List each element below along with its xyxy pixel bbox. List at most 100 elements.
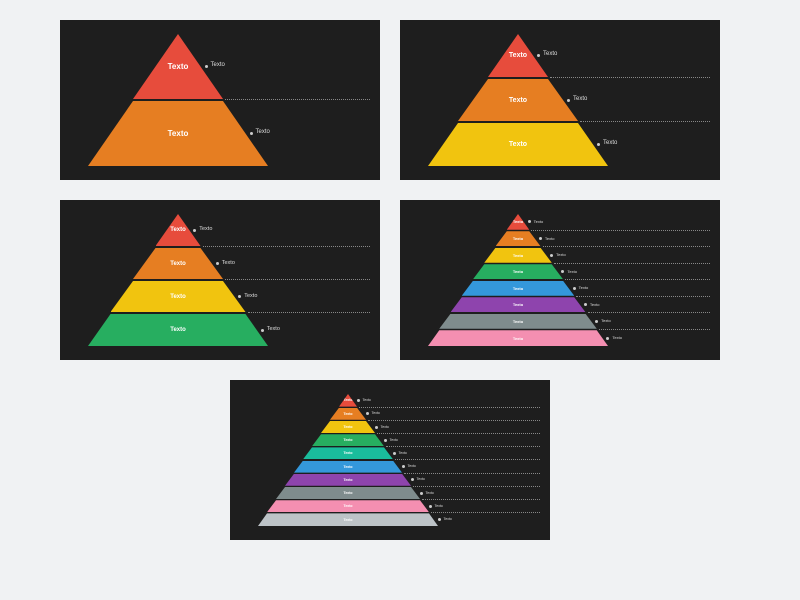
layer-inner-label: Texto [343,412,352,416]
pyramid-layer: Texto [439,314,597,329]
pyramid-layer: Texto [312,434,384,446]
label-leader-line [359,407,540,408]
label-leader-line [248,312,371,313]
layer-inner-label: Texto [513,253,523,258]
pyramid-layer: Texto [133,248,223,279]
label-bullet [384,439,387,442]
layer-inner-label: Texto [513,219,523,224]
label-bullet [205,65,208,68]
label-bullet [595,320,598,323]
layer-inner-label: Texto [343,465,352,469]
pyramid-layer: Texto [507,214,530,230]
layer-inner-label: Texto [343,491,352,495]
label-leader-line [377,433,540,434]
pyramid-layer: Texto [473,264,563,279]
label-leader-line [565,279,710,280]
pyramid-layer: Texto [267,500,429,512]
layer-side-label: Texto [435,504,443,508]
pyramid-layer: Texto [294,461,402,473]
layer-side-label: Texto [556,252,566,257]
layer-side-label: Texto [543,51,557,57]
layer-inner-label: Texto [509,141,527,148]
label-leader-line [550,77,710,78]
layer-inner-label: Texto [343,504,352,508]
label-leader-line [413,486,540,487]
pyramid-layer: Texto [339,394,357,407]
layer-side-label: Texto [399,451,407,455]
layer-side-label: Texto [426,491,434,495]
pyramid-layer: Texto [88,314,268,346]
label-bullet [438,518,441,521]
layer-inner-label: Texto [343,518,352,522]
label-bullet [429,505,432,508]
layer-side-label: Texto [199,226,212,232]
label-leader-line [588,312,711,313]
pyramid-layer: Texto [321,421,375,433]
label-bullet [375,426,378,429]
pyramid-layer: Texto [285,474,411,486]
layer-side-label: Texto [534,219,544,224]
label-bullet [573,287,576,290]
layer-inner-label: Texto [513,286,523,291]
layer-side-label: Texto [244,293,257,299]
label-bullet [250,132,253,135]
label-bullet [357,399,360,402]
layer-side-label: Texto [372,411,380,415]
pyramid-layer: Texto [133,34,223,99]
layer-inner-label: Texto [343,438,352,442]
layer-side-label: Texto [256,129,270,135]
layer-side-label: Texto [567,269,577,274]
label-bullet [528,220,531,223]
layer-side-label: Texto [267,326,280,332]
pyramid-layer: Texto [276,487,420,499]
layer-inner-label: Texto [168,62,189,71]
label-bullet [393,452,396,455]
label-leader-line [395,459,540,460]
layer-inner-label: Texto [168,129,189,138]
label-bullet [584,303,587,306]
layer-inner-label: Texto [170,261,186,267]
layer-side-label: Texto [408,464,416,468]
label-bullet [606,337,609,340]
layer-inner-label: Texto [343,478,352,482]
layer-inner-label: Texto [509,52,527,59]
pyramid-layer: Texto [88,101,268,166]
layer-inner-label: Texto [513,302,523,307]
layer-inner-label: Texto [513,236,523,241]
pyramid-layer: Texto [451,297,586,312]
label-bullet [216,262,219,265]
label-bullet [597,143,600,146]
slide-2-levels: Texto Texto Texto Texto [60,20,380,180]
layer-inner-label: Texto [170,327,186,333]
pyramid-layer: Texto [111,281,246,312]
layer-side-label: Texto [390,438,398,442]
label-bullet [539,237,542,240]
label-leader-line [386,446,540,447]
layer-side-label: Texto [381,425,389,429]
label-leader-line [225,279,370,280]
pyramid-layer: Texto [496,231,541,246]
pyramid-layer: Texto [303,447,393,459]
layer-side-label: Texto [211,62,225,68]
layer-inner-label: Texto [513,336,523,341]
label-leader-line [543,246,711,247]
layer-inner-label: Texto [343,451,352,455]
label-bullet [420,492,423,495]
layer-side-label: Texto [363,398,371,402]
pyramid-layer: Texto [484,248,552,263]
layer-side-label: Texto [579,285,589,290]
slide-4-levels: TextoTextoTextoTextoTextoTextoTextoTexto [60,200,380,360]
label-bullet [537,54,540,57]
pyramid-layer: Texto [428,330,608,346]
layer-side-label: Texto [573,96,587,102]
label-leader-line [431,512,540,513]
layer-side-label: Texto [590,302,600,307]
label-bullet [550,254,553,257]
layer-inner-label: Texto [343,425,352,429]
label-leader-line [404,473,540,474]
pyramid-layer: Texto [258,513,438,526]
layer-side-label: Texto [444,517,452,521]
label-bullet [411,478,414,481]
label-leader-line [368,420,540,421]
layer-side-label: Texto [222,260,235,266]
